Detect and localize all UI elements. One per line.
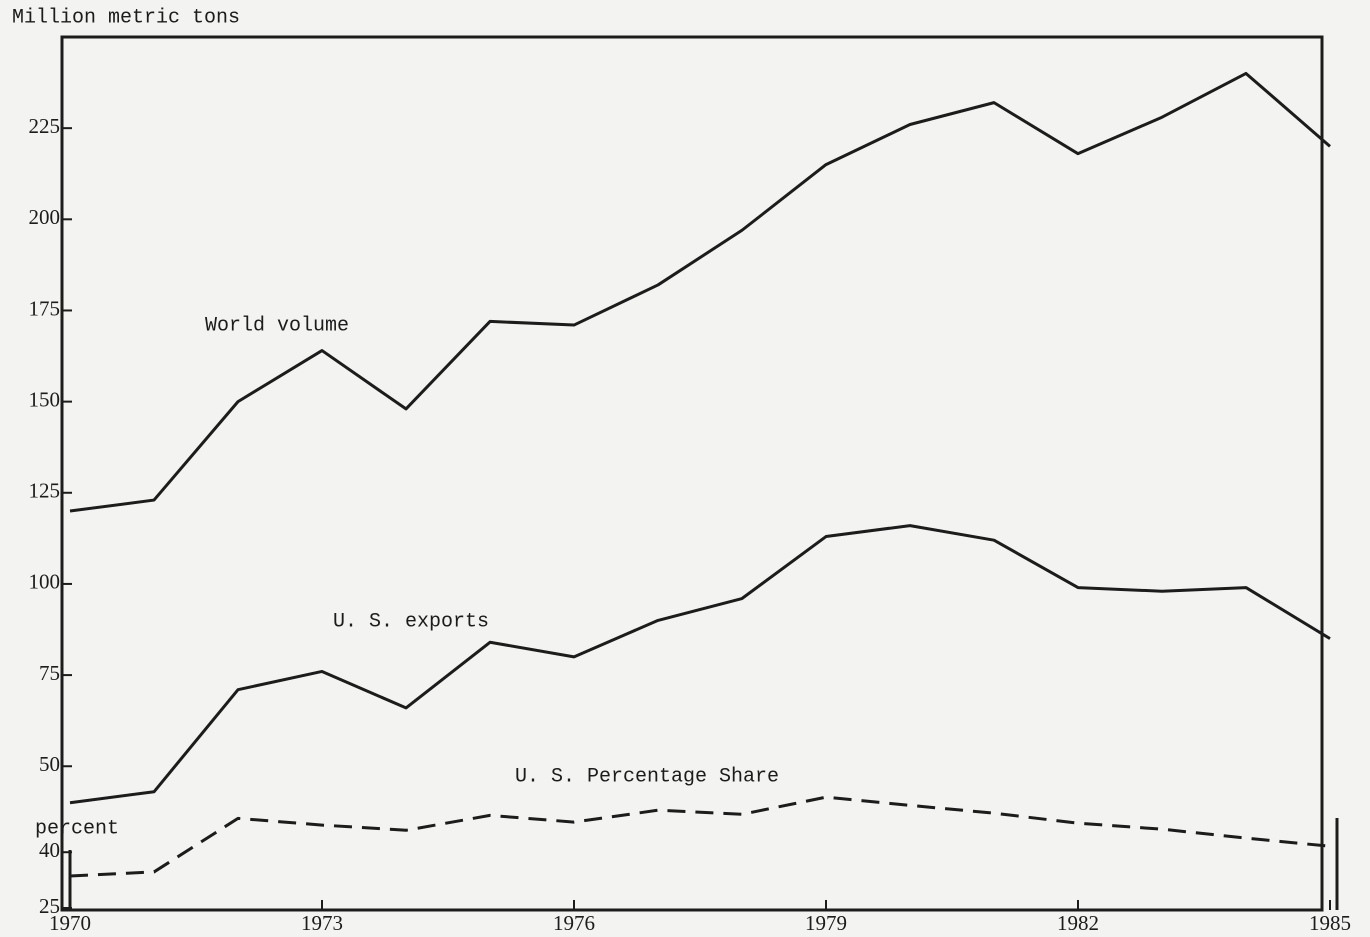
y-tick-label: 200 [29, 205, 61, 229]
y-tick-label: 50 [39, 752, 60, 776]
x-tick-label: 1979 [805, 911, 847, 935]
data-line [69, 524, 1331, 805]
series-label: U. S. exports [333, 610, 489, 633]
x-tick-label: 1976 [553, 911, 595, 935]
series-label: U. S. Percentage Share [515, 765, 779, 788]
y-tick-label: 25 [39, 894, 60, 918]
y-axis-title: percent [35, 817, 119, 840]
x-tick-label: 1973 [301, 911, 343, 935]
x-tick-label: 1985 [1309, 911, 1351, 935]
frame [60, 35, 1324, 912]
x-tick-label: 1970 [49, 911, 91, 935]
data-line [69, 795, 1331, 878]
y-tick-label: 175 [29, 296, 61, 320]
series-label: World volume [205, 314, 349, 337]
y-tick-label: 125 [29, 479, 61, 503]
y-tick-label: 150 [29, 387, 61, 411]
y-tick-label: 100 [29, 570, 61, 594]
x-tick-label: 1982 [1057, 911, 1099, 935]
y-tick-label: 75 [39, 661, 60, 685]
y-tick-label: 40 [39, 838, 60, 862]
data-line [69, 71, 1331, 513]
y-tick-label: 225 [29, 114, 61, 138]
y-axis-title: Million metric tons [12, 6, 240, 29]
